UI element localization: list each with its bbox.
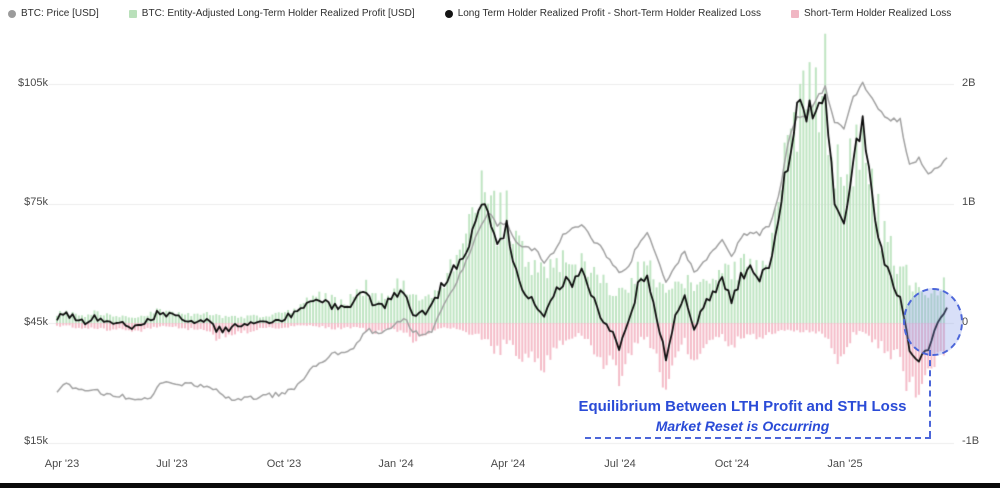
- legend-item-net-profit-loss[interactable]: Long Term Holder Realized Profit - Short…: [444, 8, 761, 19]
- annotation-connector-horizontal: [585, 437, 931, 439]
- annotation-text: Equilibrium Between LTH Profit and STH L…: [555, 397, 930, 435]
- x-axis-tick: Jan '24: [378, 458, 414, 470]
- y-axis-price-tick: $105k: [18, 77, 48, 89]
- x-axis-tick: Jul '23: [156, 458, 188, 470]
- legend-label: BTC: Entity-Adjusted Long-Term Holder Re…: [141, 8, 415, 19]
- bottom-bar: [0, 483, 1000, 488]
- y-axis-price-tick: $15k: [24, 435, 48, 447]
- legend-label: BTC: Price [USD]: [21, 8, 99, 19]
- price-series-marker-icon: [8, 9, 16, 18]
- x-axis-tick: Oct '24: [714, 458, 750, 470]
- annotation-title: Equilibrium Between LTH Profit and STH L…: [578, 398, 907, 415]
- annotation-highlight-ellipse: [903, 288, 963, 356]
- legend-label: Long Term Holder Realized Profit - Short…: [457, 8, 761, 19]
- legend-label: Short-Term Holder Realized Loss: [803, 8, 952, 19]
- x-axis-tick: Apr '23: [44, 458, 80, 470]
- x-axis-tick: Oct '23: [266, 458, 302, 470]
- x-axis-tick: Jul '24: [604, 458, 636, 470]
- y-axis-value-tick: 2B: [962, 77, 976, 89]
- sth-loss-series-marker-icon: [790, 9, 799, 18]
- annotation-connector-vertical: [929, 350, 931, 437]
- x-axis-tick: Jan '25: [827, 458, 863, 470]
- legend-item-btc-price[interactable]: BTC: Price [USD]: [8, 8, 99, 19]
- net-series-marker-icon: [444, 9, 453, 18]
- legend-item-lth-realized-profit[interactable]: BTC: Entity-Adjusted Long-Term Holder Re…: [128, 8, 415, 19]
- y-axis-price-tick: $75k: [24, 196, 48, 208]
- y-axis-value-tick: 0: [962, 316, 969, 328]
- annotation-subtitle: Market Reset is Occurring: [655, 418, 830, 434]
- legend-item-sth-realized-loss[interactable]: Short-Term Holder Realized Loss: [790, 8, 952, 19]
- lth-profit-series-marker-icon: [128, 9, 137, 18]
- y-axis-price-tick: $45k: [24, 316, 48, 328]
- y-axis-value-tick: 1B: [962, 196, 976, 208]
- y-axis-value-tick: -1B: [962, 435, 980, 447]
- x-axis-tick: Apr '24: [490, 458, 526, 470]
- legend: BTC: Price [USD] BTC: Entity-Adjusted Lo…: [8, 8, 996, 19]
